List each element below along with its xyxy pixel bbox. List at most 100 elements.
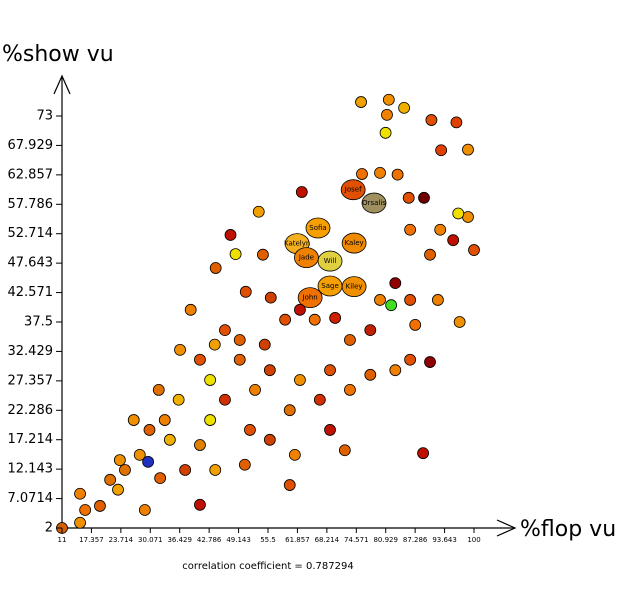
data-point bbox=[295, 186, 308, 198]
data-point bbox=[340, 179, 366, 201]
data-point bbox=[453, 316, 466, 328]
data-point bbox=[447, 234, 460, 247]
data-point bbox=[74, 487, 86, 500]
y-tick-label: 37.5 bbox=[24, 315, 53, 330]
data-point bbox=[127, 414, 140, 426]
data-point bbox=[338, 444, 351, 457]
data-point bbox=[313, 393, 326, 406]
data-point bbox=[418, 191, 430, 204]
x-tick-label: 30.071 bbox=[138, 536, 163, 544]
x-tick-label: 42.786 bbox=[197, 536, 222, 544]
data-point bbox=[324, 364, 336, 377]
data-point bbox=[409, 319, 422, 331]
x-tick-label: 74.571 bbox=[344, 536, 369, 544]
y-tick-label: 62.857 bbox=[8, 167, 54, 182]
data-point bbox=[355, 96, 367, 108]
data-point bbox=[364, 324, 377, 337]
data-point bbox=[424, 356, 436, 368]
data-point bbox=[112, 483, 124, 496]
x-tick-label: 36.429 bbox=[167, 536, 192, 544]
data-point bbox=[434, 223, 447, 236]
point-label: Josef bbox=[344, 186, 362, 194]
x-tick-label: 11 bbox=[58, 536, 67, 544]
data-point bbox=[154, 472, 167, 484]
x-tick-label: 23.714 bbox=[109, 536, 134, 544]
data-point bbox=[379, 126, 392, 139]
x-tick-label: 68.214 bbox=[315, 536, 340, 544]
y-tick-label: 52.714 bbox=[8, 226, 54, 241]
data-point bbox=[364, 368, 377, 381]
data-point bbox=[382, 93, 395, 106]
point-label: John bbox=[302, 294, 318, 302]
data-point bbox=[344, 334, 356, 346]
y-tick-label: 42.571 bbox=[8, 285, 54, 300]
point-label: Jade bbox=[298, 254, 314, 262]
data-point bbox=[74, 516, 86, 529]
data-point bbox=[324, 424, 336, 436]
point-label: Kaley bbox=[345, 239, 364, 247]
data-point bbox=[249, 383, 261, 396]
data-point bbox=[244, 424, 256, 436]
point-label: Sage bbox=[321, 282, 338, 290]
data-point bbox=[294, 247, 319, 268]
point-label: Katelyn bbox=[284, 240, 310, 248]
y-tick-label: 27.357 bbox=[8, 373, 54, 388]
data-point bbox=[450, 116, 463, 129]
data-point bbox=[239, 285, 252, 298]
data-point bbox=[468, 244, 480, 256]
data-point bbox=[308, 313, 321, 326]
data-point bbox=[209, 262, 222, 274]
point-label: Will bbox=[324, 257, 337, 265]
data-point bbox=[404, 223, 417, 236]
data-point bbox=[344, 383, 356, 396]
data-point bbox=[431, 294, 444, 306]
x-tick-label: 80.929 bbox=[373, 536, 398, 544]
data-point bbox=[133, 448, 146, 461]
data-point bbox=[424, 248, 436, 261]
y-tick-label: 57.786 bbox=[8, 197, 54, 212]
point-label: Kiley bbox=[346, 283, 363, 291]
data-point bbox=[288, 448, 301, 461]
y-tick-label: 12.143 bbox=[8, 462, 54, 477]
data-point bbox=[152, 383, 165, 396]
data-point bbox=[341, 276, 367, 298]
data-point bbox=[283, 404, 296, 417]
data-point bbox=[204, 414, 217, 426]
data-point bbox=[143, 424, 156, 436]
data-point bbox=[391, 168, 404, 181]
data-point bbox=[329, 312, 342, 324]
data-point bbox=[104, 473, 117, 486]
x-tick-label: 61.857 bbox=[285, 536, 310, 544]
data-point bbox=[174, 343, 186, 356]
data-point bbox=[224, 229, 237, 241]
data-point bbox=[194, 353, 206, 366]
data-point bbox=[158, 414, 171, 426]
data-point bbox=[219, 324, 231, 337]
data-point bbox=[184, 303, 197, 316]
data-point bbox=[381, 108, 393, 121]
data-point bbox=[163, 433, 176, 446]
point-label: Orsalis bbox=[362, 199, 386, 207]
y-axis-label: %show vu bbox=[2, 42, 114, 67]
y-tick-label: 22.286 bbox=[8, 403, 54, 418]
data-point bbox=[119, 464, 131, 476]
data-point bbox=[356, 168, 368, 180]
data-point bbox=[425, 114, 438, 126]
data-point bbox=[452, 207, 465, 220]
y-tick-label: 7.0714 bbox=[8, 491, 54, 506]
data-point bbox=[142, 455, 155, 468]
data-point bbox=[252, 205, 265, 218]
data-point bbox=[404, 294, 417, 306]
point-label: Sofia bbox=[309, 224, 326, 232]
x-tick-label: 93.643 bbox=[432, 536, 457, 544]
x-tick-label: 100 bbox=[467, 536, 480, 544]
data-point bbox=[204, 374, 217, 386]
data-point bbox=[417, 447, 429, 460]
data-point bbox=[305, 217, 331, 239]
y-tick-label: 2 bbox=[45, 521, 53, 536]
data-point bbox=[258, 338, 271, 351]
x-axis-label: %flop vu bbox=[520, 517, 616, 542]
y-tick-label: 73 bbox=[36, 109, 53, 124]
